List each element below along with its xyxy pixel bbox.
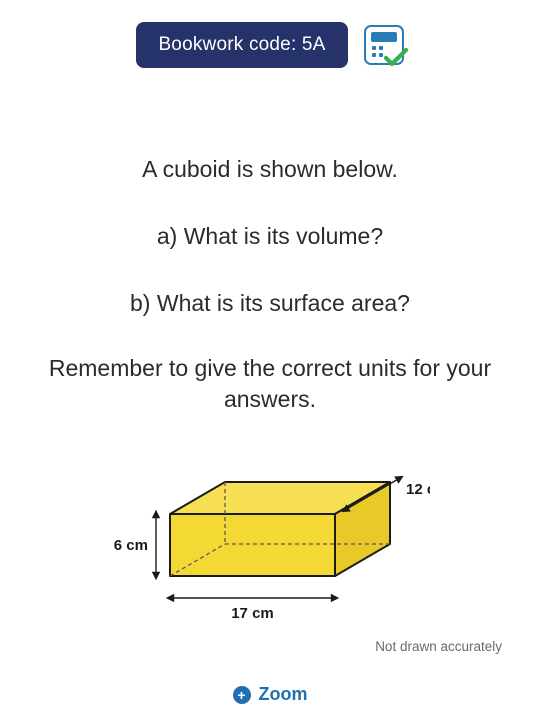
zoom-button[interactable]: + Zoom [0,684,540,705]
question-part-a: a) What is its volume? [0,221,540,252]
question-intro: A cuboid is shown below. [0,154,540,185]
question-part-b: b) What is its surface area? [0,288,540,319]
zoom-plus-icon: + [233,686,251,704]
svg-text:12 cm: 12 cm [406,481,430,498]
question-reminder: Remember to give the correct units for y… [0,353,540,415]
svg-text:6 cm: 6 cm [114,537,148,554]
accuracy-note: Not drawn accurately [0,639,540,654]
bookwork-code-pill: Bookwork code: 5A [136,22,347,68]
zoom-label: Zoom [259,684,308,705]
svg-text:17 cm: 17 cm [231,605,274,622]
calculator-check-icon [364,25,404,65]
checkmark-icon [384,47,408,67]
cuboid-diagram: 6 cm 17 cm 12 cm [110,459,430,629]
